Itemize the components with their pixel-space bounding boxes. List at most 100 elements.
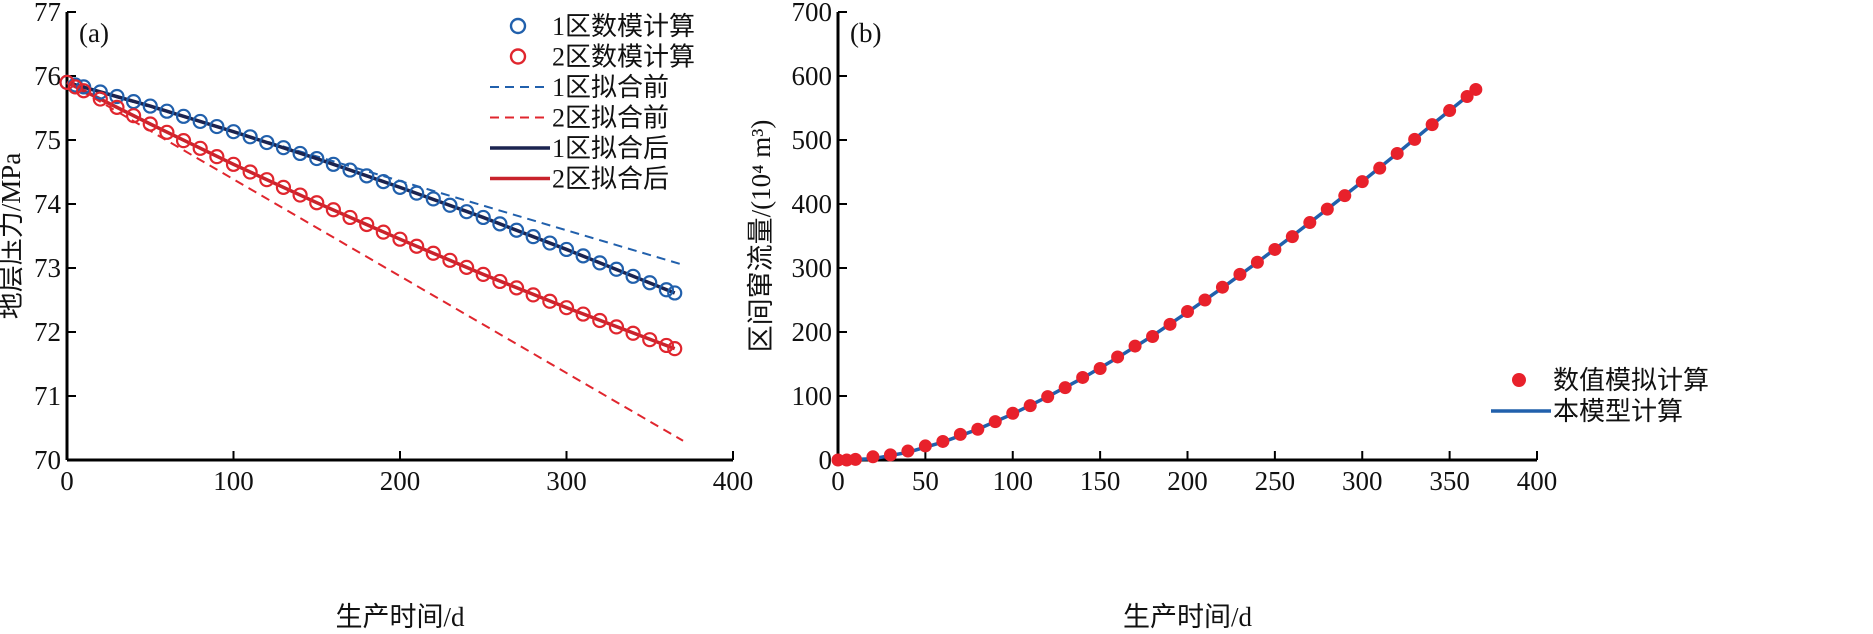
data-point <box>1198 293 1212 307</box>
data-point <box>667 341 683 357</box>
data-point <box>642 275 658 291</box>
data-point <box>542 293 558 309</box>
y-tick-label: 400 <box>792 189 833 219</box>
x-tick-label: 300 <box>546 466 587 496</box>
data-point <box>126 108 142 124</box>
data-point <box>192 113 208 130</box>
y-tick-label: 700 <box>792 0 833 27</box>
data-point <box>1006 406 1020 420</box>
data-point <box>558 300 575 316</box>
legend-label: 2区拟合前 <box>552 104 669 133</box>
data-point <box>209 149 225 165</box>
data-point <box>1338 189 1352 203</box>
data-point <box>309 150 325 167</box>
data-point <box>492 273 508 290</box>
data-point <box>292 187 308 203</box>
data-point <box>625 268 641 284</box>
data-point <box>542 235 558 251</box>
data-point <box>1215 280 1229 294</box>
x-tick-label: 0 <box>831 466 845 496</box>
data-point <box>1425 118 1439 132</box>
data-point <box>1443 104 1457 118</box>
y-tick-label: 100 <box>792 381 833 411</box>
data-point <box>142 116 158 132</box>
data-point <box>425 191 441 207</box>
data-point <box>658 337 675 354</box>
x-tick-label: 200 <box>1167 466 1208 496</box>
data-point <box>359 216 375 233</box>
data-point <box>592 255 608 271</box>
data-point <box>901 444 915 458</box>
x-tick-label: 100 <box>993 466 1034 496</box>
legend-label: 2区数模计算 <box>552 43 695 72</box>
data-point <box>525 229 541 245</box>
y-tick-label: 600 <box>792 61 833 91</box>
data-point <box>1285 230 1299 244</box>
data-point <box>259 134 275 151</box>
data-point <box>1076 370 1090 384</box>
series-line <box>66 80 676 295</box>
series-line <box>66 80 676 351</box>
data-point <box>508 222 525 238</box>
data-point <box>209 118 225 135</box>
series-6 <box>66 80 676 351</box>
data-point <box>175 133 192 149</box>
data-point <box>988 415 1002 429</box>
panel-a-pressure-chart: 0 100 200 300 400 70 71 72 73 74 75 76 77 (a) 生产时间/d 地层… <box>0 0 753 632</box>
data-point <box>575 306 591 322</box>
data-point <box>625 325 641 341</box>
data-point <box>375 224 391 240</box>
data-point <box>1023 399 1037 413</box>
data-point <box>392 231 408 247</box>
series-2 <box>59 74 683 357</box>
data-point <box>971 422 985 436</box>
data-point <box>225 156 242 172</box>
legend-label: 数值模拟计算 <box>1553 366 1709 395</box>
data-point <box>575 248 591 264</box>
x-tick-label: 250 <box>1255 466 1296 496</box>
data-point <box>475 209 491 226</box>
y-tick-label: 74 <box>34 189 62 219</box>
data-point <box>953 427 967 441</box>
data-point <box>667 285 683 301</box>
data-point <box>375 174 391 190</box>
data-point <box>1303 216 1317 230</box>
series-dashed-line <box>66 81 684 442</box>
series-line <box>837 88 1477 462</box>
panel-label: (b) <box>850 18 881 48</box>
data-point <box>525 287 541 303</box>
data-point <box>508 280 525 296</box>
data-point <box>918 439 932 453</box>
data-point <box>1355 175 1369 189</box>
data-point <box>1320 202 1334 216</box>
data-point <box>558 241 575 258</box>
data-point <box>359 168 375 184</box>
panel-label: (a) <box>79 18 109 48</box>
legend-label: 1区拟合后 <box>552 134 669 163</box>
x-tick-label: 0 <box>60 466 74 496</box>
legend-marker <box>1512 373 1526 387</box>
data-point <box>409 185 425 201</box>
data-point <box>325 156 341 172</box>
series-1 <box>59 74 683 301</box>
data-point <box>109 88 125 105</box>
y-tick-label: 76 <box>34 61 61 91</box>
x-tick-label: 350 <box>1429 466 1470 496</box>
data-point <box>92 84 108 100</box>
data-point <box>76 83 92 99</box>
legend-marker <box>509 17 527 35</box>
y-tick-label: 73 <box>34 253 61 283</box>
data-point <box>442 197 458 213</box>
data-point <box>1268 242 1282 256</box>
data-point <box>492 216 508 232</box>
data-point <box>142 98 158 114</box>
x-axis-label: 生产时间/d <box>335 602 465 632</box>
x-tick-label: 200 <box>380 466 421 496</box>
data-point <box>1111 350 1125 364</box>
data-point <box>1146 329 1160 343</box>
data-point <box>1058 381 1072 395</box>
series-4 <box>66 81 684 442</box>
x-tick-label: 50 <box>912 466 939 496</box>
data-point <box>1460 89 1474 103</box>
